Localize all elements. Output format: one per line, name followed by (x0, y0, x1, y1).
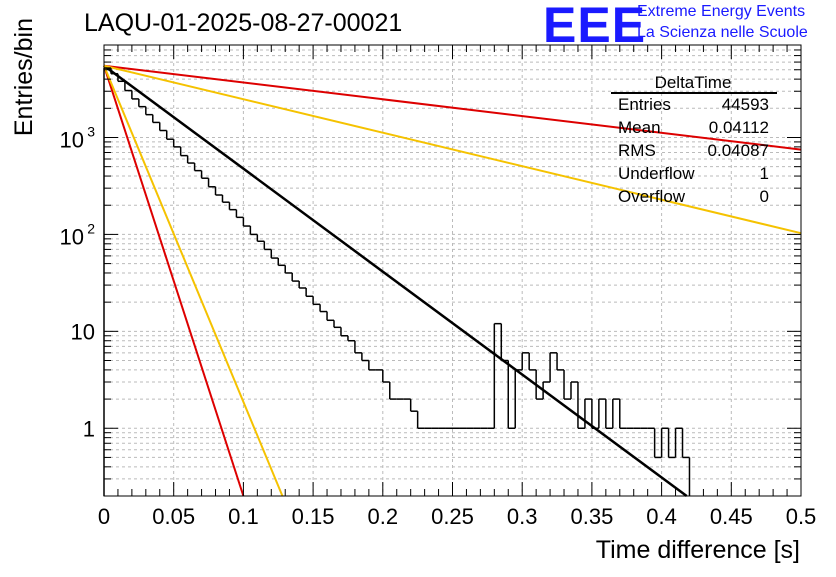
fit-line-lower-red (103, 65, 245, 497)
x-tick-label: 0.45 (710, 504, 753, 529)
stats-label-mean: Mean (618, 118, 661, 137)
x-tick-label: 0.05 (152, 504, 195, 529)
fit-lines-layer (103, 64, 802, 498)
stats-value-entries: 44593 (722, 95, 769, 114)
y-tick-label: 10 (71, 319, 95, 344)
y-tick-label: 1 (83, 416, 95, 441)
fit-line-upper-yellow (103, 64, 802, 235)
y-tick-label: 10 (60, 224, 84, 249)
run-title: LAQU-01-2025-08-27-00021 (84, 9, 403, 37)
stats-label-underflow: Underflow (618, 164, 695, 183)
stats-value-overflow: 0 (760, 187, 769, 206)
stats-box: DeltaTime Entries 44593 Mean 0.04112 RMS… (611, 73, 777, 206)
stats-label-overflow: Overflow (618, 187, 686, 206)
x-tick-label: 0.3 (507, 504, 538, 529)
x-tick-label: 0.25 (431, 504, 474, 529)
x-axis-title: Time difference [s] (596, 536, 800, 564)
y-tick-label: 10 (60, 127, 84, 152)
x-tick-label: 0.1 (228, 504, 259, 529)
fit-line-fit (103, 64, 688, 498)
stats-label-rms: RMS (618, 141, 656, 160)
x-tick-label: 0.5 (786, 504, 817, 529)
y-tick-label-exponent: 3 (87, 123, 95, 139)
eee-logo: EEE (543, 0, 647, 53)
ticks-layer (103, 44, 802, 497)
fit-line-lower-yellow (103, 65, 284, 497)
y-tick-label-exponent: 2 (87, 220, 95, 236)
x-tick-label: 0.2 (368, 504, 399, 529)
logo-subtitle-2: La Scienza nelle Scuole (637, 24, 808, 41)
stats-label-entries: Entries (618, 95, 671, 114)
stats-value-rms: 0.04087 (708, 141, 769, 160)
fit-line-upper-red (103, 64, 802, 151)
x-tick-label: 0.15 (292, 504, 335, 529)
x-tick-label: 0 (98, 504, 110, 529)
stats-value-underflow: 1 (760, 164, 769, 183)
histogram-layer (103, 67, 691, 496)
y-axis-title: Entries/bin (10, 18, 38, 136)
stats-box-title: DeltaTime (655, 73, 732, 92)
x-tick-label: 0.35 (570, 504, 613, 529)
logo-subtitle-1: Extreme Energy Events (637, 3, 806, 20)
stats-value-mean: 0.04112 (709, 118, 769, 137)
tick-labels-layer: 0 0.05 0.1 0.15 0.2 0.25 0.3 0.35 0.4 0.45 0.51101… (60, 123, 817, 529)
x-tick-label: 0.4 (646, 504, 677, 529)
